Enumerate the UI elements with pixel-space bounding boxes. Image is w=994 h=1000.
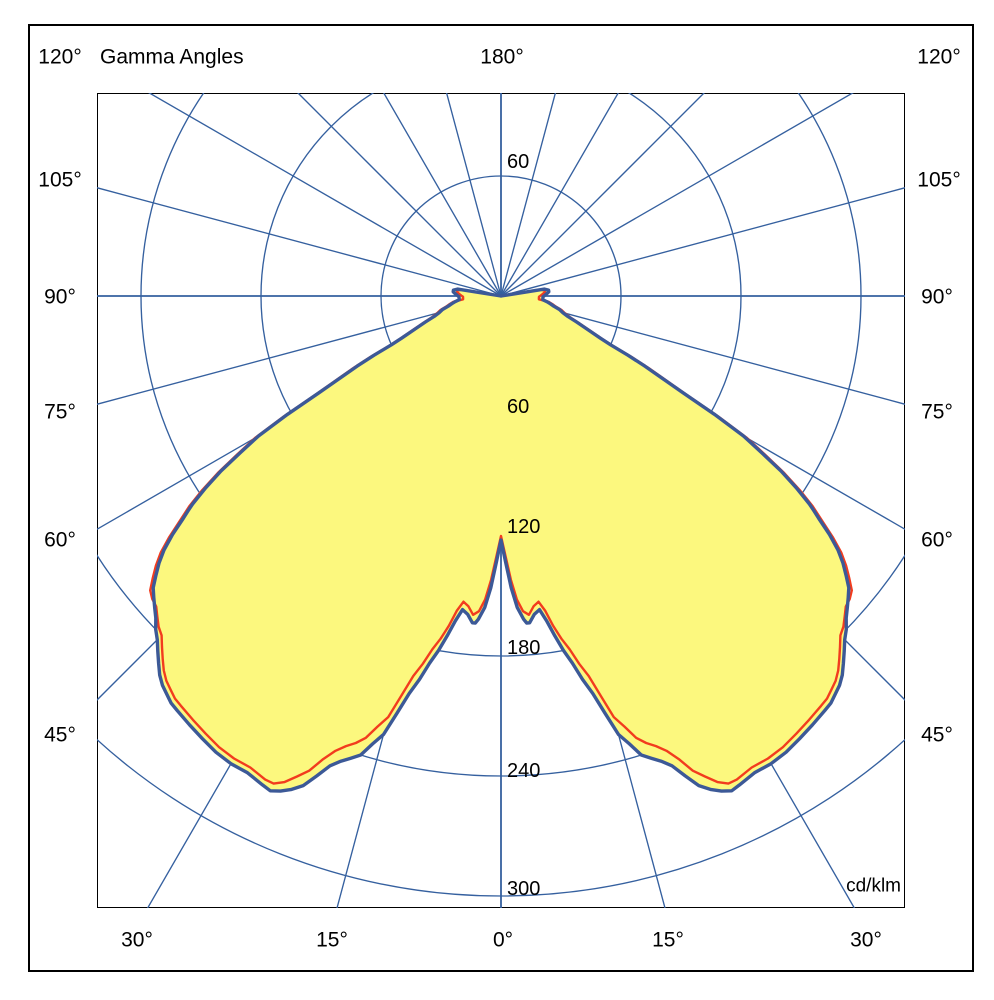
gamma-angle-label-120deg: 120° <box>38 45 82 69</box>
gamma-axis-label-0deg: 0° <box>492 928 514 952</box>
gamma-angle-label-60deg: 60° <box>921 528 953 552</box>
intensity-ring-label-60: 60 <box>507 396 530 418</box>
gamma-angle-label-75deg: 75° <box>44 400 76 424</box>
gamma-angle-label-90deg: 90° <box>44 285 76 309</box>
unit-label: cd/klm <box>846 875 901 897</box>
intensity-ring-label-300: 300 <box>507 878 541 900</box>
gamma-axis-label-30deg: 30° <box>850 928 882 952</box>
intensity-ring-label-120: 120 <box>507 516 541 538</box>
gamma-angle-label-105deg: 105° <box>917 168 961 192</box>
gamma-angle-label-90deg: 90° <box>921 285 953 309</box>
intensity-ring-label-180: 180 <box>507 637 541 659</box>
gamma-angle-label-75deg: 75° <box>921 400 953 424</box>
gamma-angle-label-120deg: 120° <box>917 45 961 69</box>
gamma-angle-label-105deg: 105° <box>38 168 82 192</box>
chart-title: Gamma Angles <box>100 45 244 69</box>
gamma-axis-label-30deg: 30° <box>121 928 153 952</box>
intensity-ring-label-60: 60 <box>507 151 530 173</box>
gamma-angle-label-180deg: 180° <box>480 45 524 69</box>
gamma-angle-label-60deg: 60° <box>44 528 76 552</box>
gamma-axis-label-15deg: 15° <box>652 928 684 952</box>
gamma-angle-label-45deg: 45° <box>921 723 953 747</box>
gamma-angle-label-45deg: 45° <box>44 723 76 747</box>
intensity-ring-label-240: 240 <box>507 760 541 782</box>
gamma-axis-label-15deg: 15° <box>316 928 348 952</box>
